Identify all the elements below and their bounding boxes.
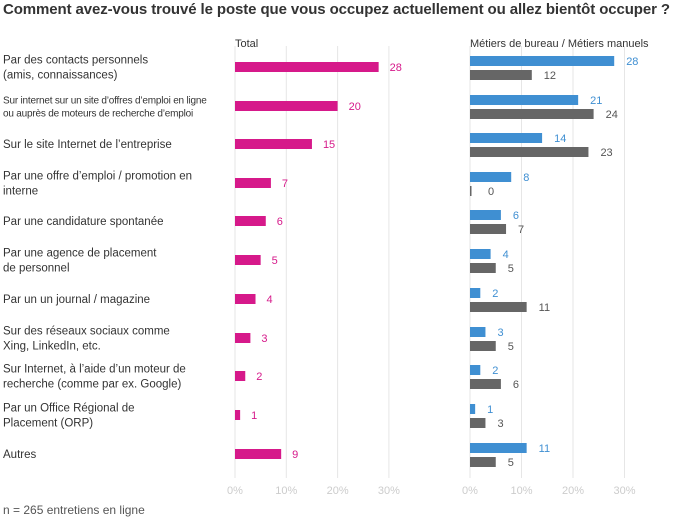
bureau-bar: [470, 327, 486, 337]
total-bar: [235, 139, 312, 149]
split-panel-header: Métiers de bureau / Métiers manuels: [470, 38, 649, 50]
total-value-label: 3: [261, 333, 267, 345]
bureau-bar: [470, 365, 481, 375]
manuels-value-label: 5: [508, 341, 514, 353]
total-bar: [235, 255, 261, 265]
category-label: recherche (comme par ex. Google): [3, 379, 181, 391]
manuels-bar: [470, 379, 501, 389]
bureau-bar: [470, 443, 527, 453]
bureau-value-label: 6: [513, 210, 519, 222]
manuels-value-label: 11: [539, 302, 550, 314]
manuels-value-label: 0: [488, 186, 494, 198]
category-label: Sur internet sur un site d’offres d’empl…: [3, 96, 207, 107]
split-tick-label: 0%: [462, 485, 478, 497]
category-label: Par des contacts personnels: [3, 55, 148, 67]
total-bar: [235, 216, 266, 226]
manuels-bar: [470, 224, 507, 234]
bureau-value-label: 4: [503, 249, 509, 261]
total-bar: [235, 178, 271, 188]
manuels-value-label: 3: [497, 418, 503, 430]
manuels-value-label: 6: [513, 379, 519, 391]
manuels-value-label: 5: [508, 457, 514, 469]
manuels-bar: [470, 147, 589, 157]
category-label: Par un Office Régional de: [3, 403, 134, 415]
total-value-label: 4: [267, 294, 273, 306]
total-tick-label: 10%: [275, 485, 297, 497]
bureau-value-label: 8: [523, 172, 529, 184]
category-label: ou auprès de moteurs de recherche d’empl…: [3, 109, 193, 120]
total-value-label: 6: [277, 216, 283, 228]
category-label: Autres: [3, 449, 36, 461]
bureau-value-label: 28: [626, 56, 638, 68]
category-label: de personnel: [3, 263, 70, 275]
split-tick-label: 20%: [562, 485, 584, 497]
total-bar: [235, 371, 246, 381]
total-value-label: 2: [256, 371, 262, 383]
category-label: (amis, connaissances): [3, 70, 118, 82]
total-value-label: 28: [390, 62, 402, 74]
total-tick-label: 0%: [227, 485, 243, 497]
total-value-label: 15: [323, 139, 335, 151]
category-label: Par une agence de placement: [3, 248, 157, 260]
bureau-value-label: 2: [492, 288, 498, 300]
bureau-value-label: 3: [497, 327, 503, 339]
category-label: Xing, LinkedIn, etc.: [3, 341, 101, 353]
total-bar: [235, 62, 379, 72]
manuels-bar: [470, 341, 496, 351]
total-bar: [235, 101, 338, 111]
bureau-value-label: 2: [492, 365, 498, 377]
manuels-bar: [470, 302, 527, 312]
manuels-bar: [470, 186, 472, 196]
total-value-label: 9: [292, 449, 298, 461]
total-value-label: 7: [282, 178, 288, 190]
manuels-value-label: 12: [544, 70, 556, 82]
bureau-bar: [470, 210, 501, 220]
bureau-bar: [470, 404, 476, 414]
bureau-value-label: 11: [539, 443, 550, 455]
manuels-bar: [470, 457, 496, 467]
bureau-bar: [470, 249, 491, 259]
bureau-value-label: 14: [554, 133, 566, 145]
chart-title: Comment avez-vous trouvé le poste que vo…: [3, 1, 670, 18]
footnote: n = 265 entretiens en ligne: [3, 503, 145, 517]
total-value-label: 1: [251, 410, 257, 422]
manuels-bar: [470, 418, 486, 428]
total-bar: [235, 449, 282, 459]
manuels-bar: [470, 70, 532, 80]
total-bar: [235, 294, 256, 304]
category-label: Sur le site Internet de l’entreprise: [3, 139, 172, 151]
bureau-bar: [470, 95, 579, 105]
bureau-bar: [470, 172, 512, 182]
manuels-value-label: 24: [606, 109, 618, 121]
manuels-bar: [470, 109, 594, 119]
total-tick-label: 30%: [378, 485, 400, 497]
total-value-label: 5: [272, 255, 278, 267]
bureau-bar: [470, 288, 481, 298]
split-tick-label: 10%: [510, 485, 532, 497]
category-label: Par un un journal / magazine: [3, 294, 150, 306]
total-tick-label: 20%: [327, 485, 349, 497]
total-panel-header: Total: [235, 38, 258, 50]
bureau-bar: [470, 133, 543, 143]
bureau-bar: [470, 56, 615, 66]
manuels-value-label: 7: [518, 224, 524, 236]
total-bar: [235, 410, 241, 420]
category-label: Placement (ORP): [3, 418, 93, 430]
bureau-value-label: 21: [590, 95, 602, 107]
manuels-value-label: 5: [508, 263, 514, 275]
category-label: Sur Internet, à l’aide d’un moteur de: [3, 364, 186, 376]
bureau-value-label: 1: [487, 404, 493, 416]
category-label: interne: [3, 186, 38, 198]
total-bar: [235, 333, 251, 343]
category-label: Par une offre d’emploi / promotion en: [3, 171, 192, 183]
manuels-value-label: 23: [600, 147, 612, 159]
category-label: Sur des réseaux sociaux comme: [3, 326, 170, 338]
split-tick-label: 30%: [613, 485, 635, 497]
category-label: Par une candidature spontanée: [3, 216, 163, 228]
total-value-label: 20: [349, 101, 361, 113]
manuels-bar: [470, 263, 496, 273]
